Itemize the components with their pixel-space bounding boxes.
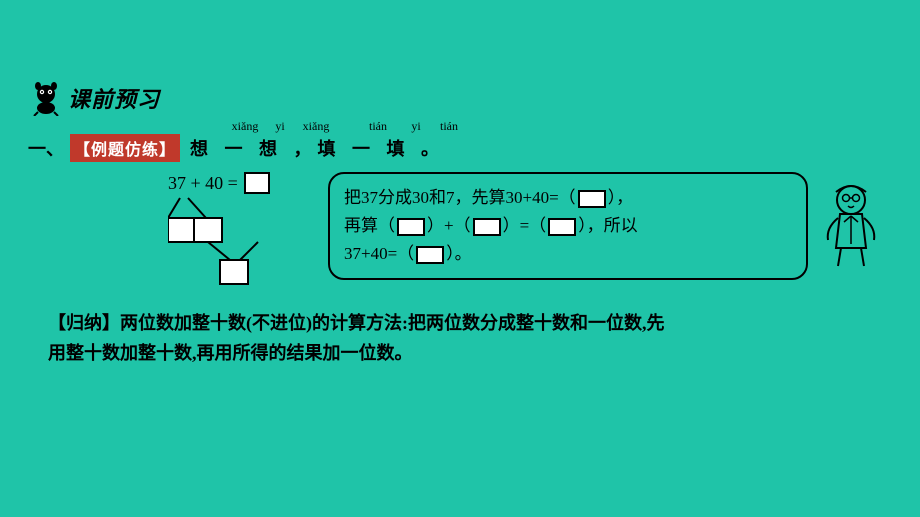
teacher-icon <box>816 178 886 268</box>
section-title: 课前预习 <box>68 82 160 114</box>
hint-bubble: 把37分成30和7，先算30+40=（）， 再算（）+（）=（），所以 37+4… <box>328 172 808 280</box>
equation: 37 + 40 = <box>168 172 270 194</box>
equation-expr: 37 + 40 = <box>168 173 238 194</box>
answer-box[interactable] <box>244 172 270 194</box>
summary-line: 用整十数加整十数,再用所得的结果加一位数。 <box>48 338 892 368</box>
summary-line: 【归纳】两位数加整十数(不进位)的计算方法:把两位数分成整十数和一位数,先 <box>48 308 892 338</box>
section-number: 一、 <box>28 135 64 161</box>
blank-box[interactable] <box>416 246 444 264</box>
pinyin-row: xiǎng yi xiǎng tián yi tián <box>223 119 469 134</box>
mascot-icon <box>28 80 64 116</box>
blank-box[interactable] <box>397 218 425 236</box>
blank-box[interactable] <box>548 218 576 236</box>
decomposition-tree <box>168 196 288 296</box>
instruction-text: 想 一 想 ，填 一 填 。 <box>190 135 445 161</box>
summary-block: 【归纳】两位数加整十数(不进位)的计算方法:把两位数分成整十数和一位数,先 用整… <box>28 308 892 368</box>
blank-box[interactable] <box>578 190 606 208</box>
example-tag: 【例题仿练】 <box>70 134 180 162</box>
blank-box[interactable] <box>473 218 501 236</box>
